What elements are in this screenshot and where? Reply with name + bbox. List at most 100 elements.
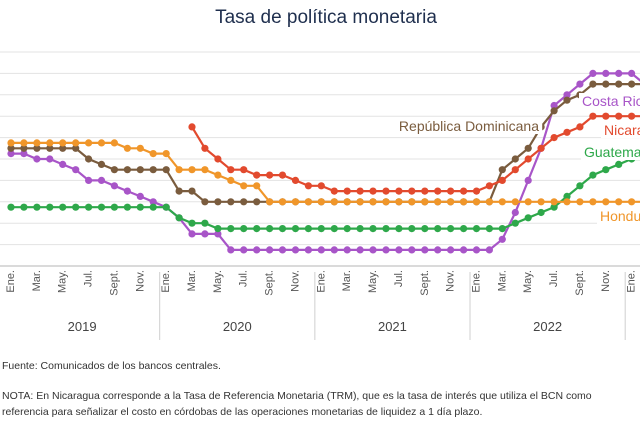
point-honduras [7,139,15,147]
series-line-guatemala [11,157,640,230]
point-guatemala [46,203,54,211]
x-tick-label: May. [367,270,379,293]
point-honduras [227,176,235,184]
point-honduras [563,198,571,206]
point-nicaragua [395,187,403,195]
point-republica-dominicana [136,166,144,174]
point-republica-dominicana [628,80,636,88]
methodology-note: NOTA: En Nicaragua corresponde a la Tasa… [2,390,592,418]
point-honduras [550,198,558,206]
point-costa-rica [369,246,377,254]
point-nicaragua [576,123,584,131]
point-honduras [97,139,106,147]
point-costa-rica [110,182,118,190]
point-costa-rica [278,246,287,254]
point-republica-dominicana [563,96,571,104]
point-honduras [628,198,636,206]
point-republica-dominicana [110,166,118,174]
policy-rate-chart: Tasa de política monetaria Costa Rica Rep… [0,7,640,340]
point-guatemala [201,219,209,227]
point-guatemala [162,203,170,211]
point-nicaragua [615,112,623,120]
point-nicaragua [524,155,532,163]
point-costa-rica [421,246,429,254]
point-costa-rica [72,166,80,174]
point-nicaragua [214,155,222,163]
point-republica-dominicana [72,144,80,152]
point-guatemala [563,192,571,200]
point-costa-rica [628,69,636,77]
point-guatemala [485,225,493,233]
year-label: 2019 [68,319,97,334]
point-costa-rica [33,155,41,163]
point-honduras [615,198,623,206]
x-tick-label: Sept. [108,270,120,296]
point-nicaragua [227,166,235,174]
x-tick-label: Jul. [238,270,250,287]
point-guatemala [408,225,416,233]
point-costa-rica [46,155,54,163]
point-honduras [485,198,493,206]
point-republica-dominicana [615,80,623,88]
point-costa-rica [395,246,403,254]
point-costa-rica [317,246,325,254]
x-tick-label: Nov. [134,270,146,292]
point-guatemala [136,203,144,211]
point-honduras [343,198,351,206]
point-costa-rica [524,176,532,184]
point-costa-rica [408,246,416,254]
point-costa-rica [563,91,571,99]
point-honduras [278,198,287,206]
point-guatemala [227,225,235,233]
series-label-nicaragua: Nicaragua [604,122,640,138]
point-honduras [110,139,118,147]
point-honduras [472,198,481,206]
point-costa-rica [485,246,493,254]
point-honduras [330,198,338,206]
point-honduras [589,198,597,206]
point-nicaragua [291,176,300,184]
point-republica-dominicana [97,160,106,168]
series-label-bg-republica-dominicana [395,118,543,134]
point-nicaragua [266,171,274,179]
point-republica-dominicana [524,144,532,152]
point-guatemala [356,225,364,233]
year-label: 2022 [533,319,562,334]
point-guatemala [33,203,41,211]
x-tick-label: Ene. [160,270,172,293]
point-guatemala [253,225,261,233]
point-republica-dominicana [253,198,261,206]
point-guatemala [576,182,584,190]
series-label-bg-guatemala [581,144,640,160]
x-tick-label: May. [212,270,224,293]
point-guatemala [511,219,519,227]
point-nicaragua [304,182,312,190]
point-republica-dominicana [175,187,183,195]
point-guatemala [434,225,442,233]
point-honduras [369,198,377,206]
point-costa-rica [7,150,15,158]
point-guatemala [589,171,597,179]
point-honduras [356,198,364,206]
point-costa-rica [343,246,351,254]
x-tick-label: May. [57,270,69,293]
point-honduras [291,198,300,206]
point-guatemala [123,203,131,211]
point-guatemala [472,225,481,233]
point-costa-rica [356,246,364,254]
point-costa-rica [240,246,248,254]
series-label-bg-nicaragua [601,122,640,138]
point-costa-rica [97,176,106,184]
point-guatemala [240,225,248,233]
point-guatemala [460,225,468,233]
point-guatemala [369,225,377,233]
point-guatemala [188,219,196,227]
point-costa-rica [304,246,312,254]
point-honduras [408,198,416,206]
point-honduras [201,166,209,174]
point-costa-rica [291,246,300,254]
point-republica-dominicana [7,144,15,152]
point-costa-rica [434,246,442,254]
point-costa-rica [615,69,623,77]
point-guatemala [537,208,545,217]
